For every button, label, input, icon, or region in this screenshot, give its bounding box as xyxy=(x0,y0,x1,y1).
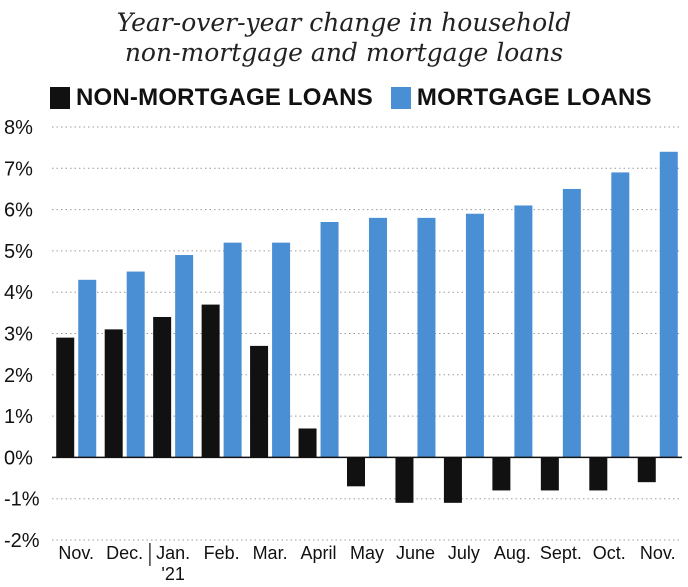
bar-non-mortgage xyxy=(589,457,608,491)
bar-non-mortgage xyxy=(347,457,365,487)
chart-title: Year-over-year change in household non-m… xyxy=(0,8,688,68)
bar-non-mortgage xyxy=(104,329,123,458)
y-tick-label: 5% xyxy=(4,241,33,263)
bar-mortgage xyxy=(78,279,97,458)
x-tick-label: Jan. xyxy=(156,543,190,563)
x-tick-label: Nov. xyxy=(58,543,94,563)
y-tick-label: 2% xyxy=(4,365,33,387)
y-tick-label: 3% xyxy=(4,324,33,346)
bar-non-mortgage xyxy=(298,428,317,458)
bar-non-mortgage xyxy=(540,457,559,491)
bar-mortgage xyxy=(417,217,436,458)
x-tick-label: Sept. xyxy=(540,543,582,563)
bar-mortgage xyxy=(126,271,145,458)
bar-mortgage xyxy=(611,172,630,458)
y-tick-label: 0% xyxy=(4,447,33,469)
bar-non-mortgage xyxy=(250,345,269,458)
y-tick-label: -1% xyxy=(4,489,40,511)
bar-non-mortgage xyxy=(201,304,220,458)
legend: NON-MORTGAGE LOANS MORTGAGE LOANS xyxy=(50,84,670,112)
y-tick-label: 8% xyxy=(4,117,33,139)
bar-non-mortgage xyxy=(637,457,656,483)
y-tick-label: 4% xyxy=(4,282,33,304)
bar-non-mortgage xyxy=(395,457,414,503)
bar-mortgage xyxy=(465,213,484,458)
bar-non-mortgage xyxy=(153,316,172,458)
bar-mortgage xyxy=(562,188,581,458)
bar-non-mortgage xyxy=(492,457,511,491)
x-tick-label: Oct. xyxy=(593,543,626,563)
bar-mortgage xyxy=(320,221,339,458)
bar-mortgage xyxy=(272,242,291,458)
legend-label-mortgage: MORTGAGE LOANS xyxy=(416,84,652,111)
legend-swatch-mortgage xyxy=(390,87,411,109)
legend-swatch-non-mortgage xyxy=(50,87,70,109)
x-tick-label: July xyxy=(448,543,480,563)
x-tick-label: Dec. xyxy=(106,543,143,563)
bar-non-mortgage xyxy=(443,457,462,503)
x-tick-label: April xyxy=(301,543,337,563)
bar-mortgage xyxy=(659,151,678,458)
chart-title-line-1: Year-over-year change in household xyxy=(116,8,572,37)
x-tick-label: June xyxy=(396,543,435,563)
legend-item-mortgage: MORTGAGE LOANS xyxy=(390,84,652,112)
legend-item-non-mortgage: NON-MORTGAGE LOANS xyxy=(50,84,373,112)
bar-mortgage xyxy=(369,217,387,458)
y-tick-label: 6% xyxy=(4,200,33,222)
y-tick-label: 7% xyxy=(4,158,33,180)
y-tick-label: 1% xyxy=(4,406,33,428)
bar-mortgage xyxy=(514,205,533,458)
x-tick-label: Aug. xyxy=(494,543,531,563)
year-label: '21 xyxy=(161,564,184,584)
x-tick-label: Mar. xyxy=(253,543,288,563)
bar-mortgage xyxy=(175,255,194,458)
bar-mortgage xyxy=(223,242,242,458)
bar-non-mortgage xyxy=(56,337,75,458)
chart-title-line-2: non-mortgage and mortgage loans xyxy=(124,38,564,67)
y-tick-label: -2% xyxy=(4,530,40,552)
x-tick-label: Feb. xyxy=(204,543,240,563)
x-tick-label: Nov. xyxy=(640,543,676,563)
x-tick-label: May xyxy=(350,543,384,563)
legend-label-non-mortgage: NON-MORTGAGE LOANS xyxy=(76,84,373,111)
